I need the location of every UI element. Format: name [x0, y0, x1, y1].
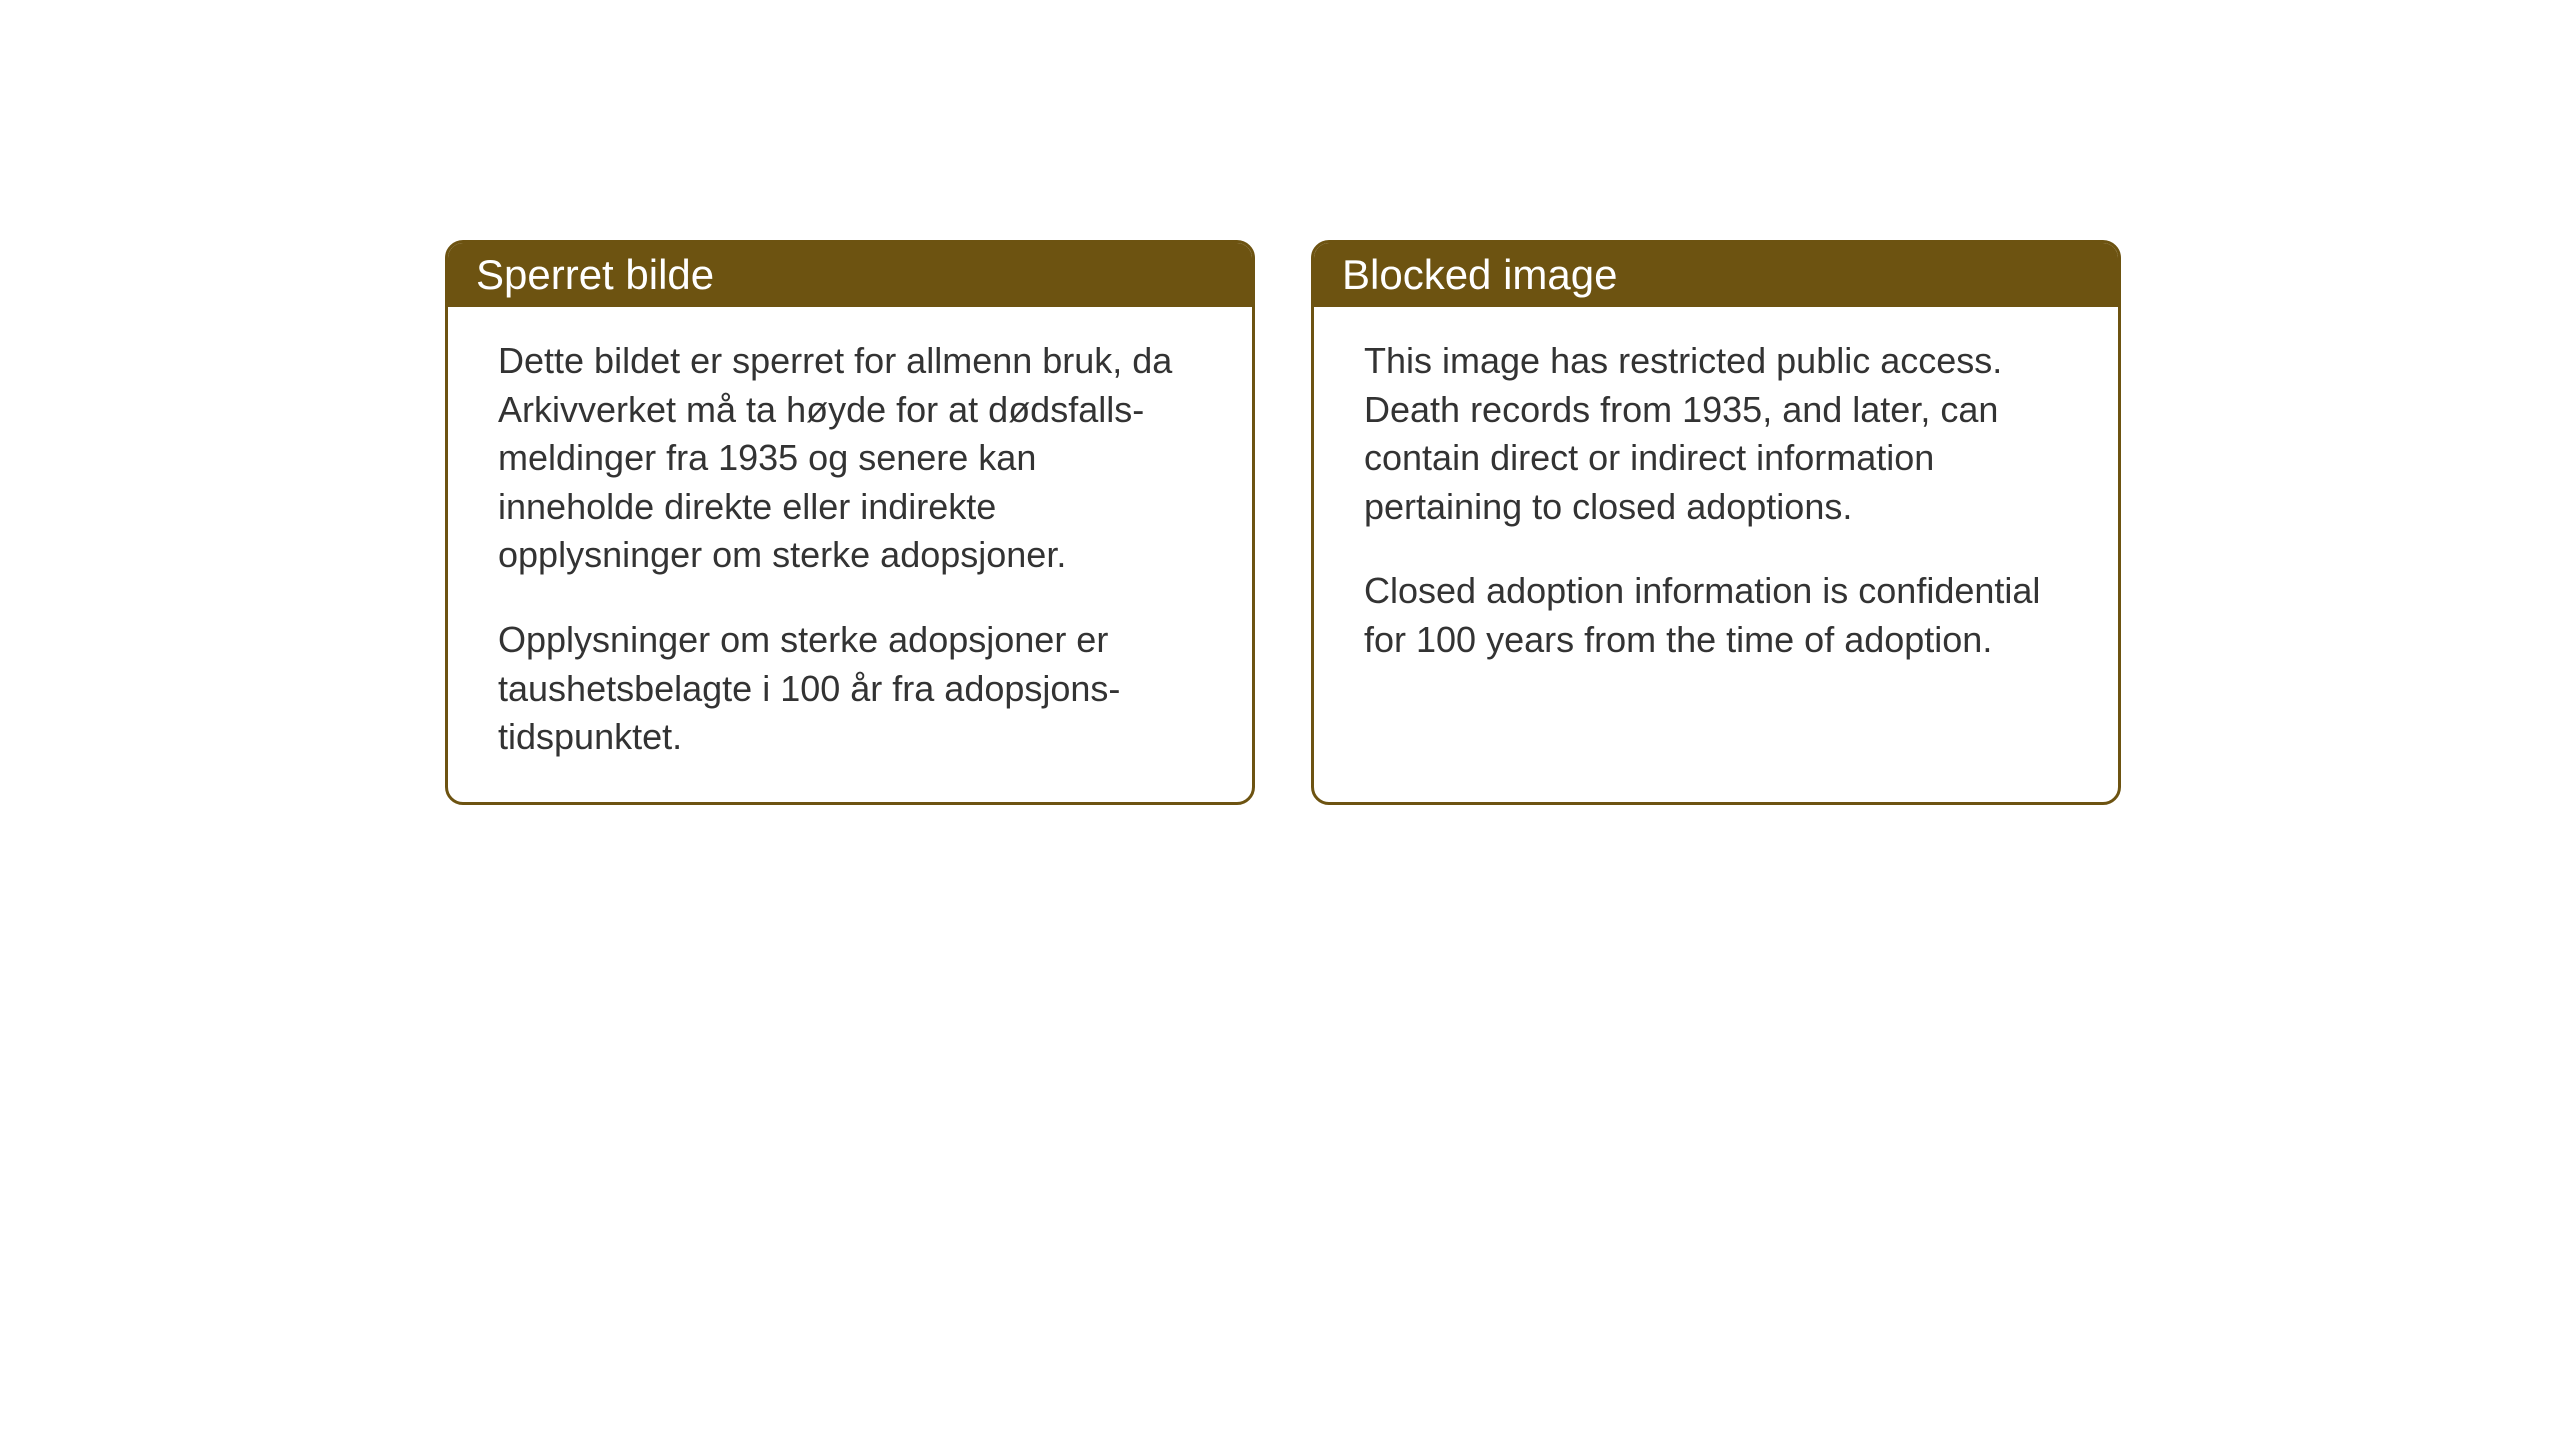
notice-header-norwegian: Sperret bilde — [448, 243, 1252, 307]
notice-container: Sperret bilde Dette bildet er sperret fo… — [445, 240, 2121, 805]
notice-paragraph-2-english: Closed adoption information is confident… — [1364, 567, 2068, 664]
notice-box-english: Blocked image This image has restricted … — [1311, 240, 2121, 805]
notice-paragraph-1-norwegian: Dette bildet er sperret for allmenn bruk… — [498, 337, 1202, 580]
notice-title-norwegian: Sperret bilde — [476, 251, 714, 298]
notice-box-norwegian: Sperret bilde Dette bildet er sperret fo… — [445, 240, 1255, 805]
notice-body-norwegian: Dette bildet er sperret for allmenn bruk… — [448, 307, 1252, 802]
notice-title-english: Blocked image — [1342, 251, 1617, 298]
notice-paragraph-2-norwegian: Opplysninger om sterke adopsjoner er tau… — [498, 616, 1202, 762]
notice-header-english: Blocked image — [1314, 243, 2118, 307]
notice-body-english: This image has restricted public access.… — [1314, 307, 2118, 705]
notice-paragraph-1-english: This image has restricted public access.… — [1364, 337, 2068, 531]
